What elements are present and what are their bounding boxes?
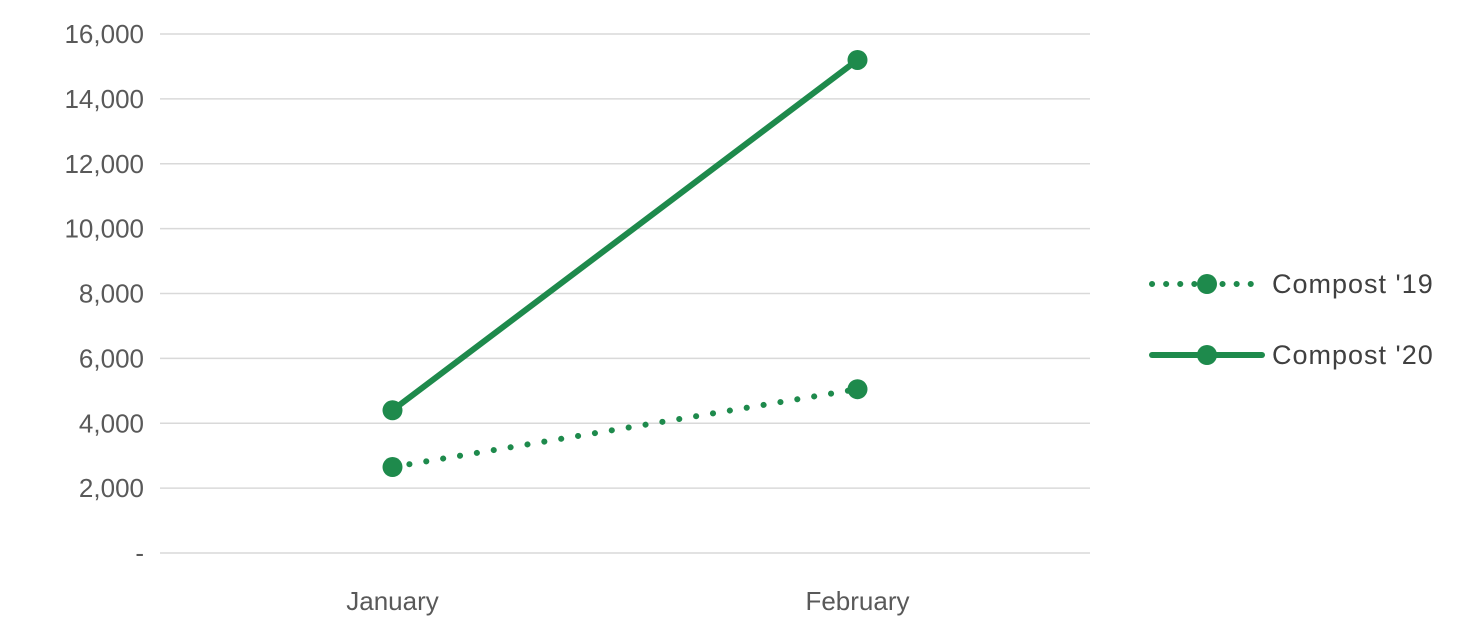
y-axis-ticks: - 2,000 4,000 6,000 8,000 10,000 12,000 14,000 1… (64, 19, 144, 568)
x-tick-label: January (346, 586, 439, 616)
y-tick-label: 14,000 (64, 84, 144, 114)
legend-swatch-marker (1197, 274, 1217, 294)
data-point (847, 49, 868, 70)
legend: Compost '19 Compost '20 (1149, 269, 1434, 370)
gridlines (160, 33, 1090, 554)
series-line-0 (389, 386, 861, 471)
y-tick-label: 10,000 (64, 214, 144, 244)
y-tick-label: 4,000 (79, 408, 144, 438)
x-axis-ticks: January February (346, 586, 909, 616)
series-lines (382, 49, 868, 478)
legend-label: Compost '20 (1272, 340, 1434, 370)
y-tick-label: 16,000 (64, 19, 144, 49)
series-line-1 (389, 56, 861, 414)
y-tick-label: 6,000 (79, 343, 144, 373)
y-tick-label: 12,000 (64, 149, 144, 179)
y-tick-label: 2,000 (79, 473, 144, 503)
legend-swatch-marker (1197, 345, 1217, 365)
data-point (847, 379, 868, 400)
legend-label: Compost '19 (1272, 269, 1434, 299)
data-point (382, 400, 403, 421)
x-tick-label: February (805, 586, 909, 616)
y-tick-label: - (135, 538, 144, 568)
data-point (382, 457, 403, 478)
y-tick-label: 8,000 (79, 279, 144, 309)
